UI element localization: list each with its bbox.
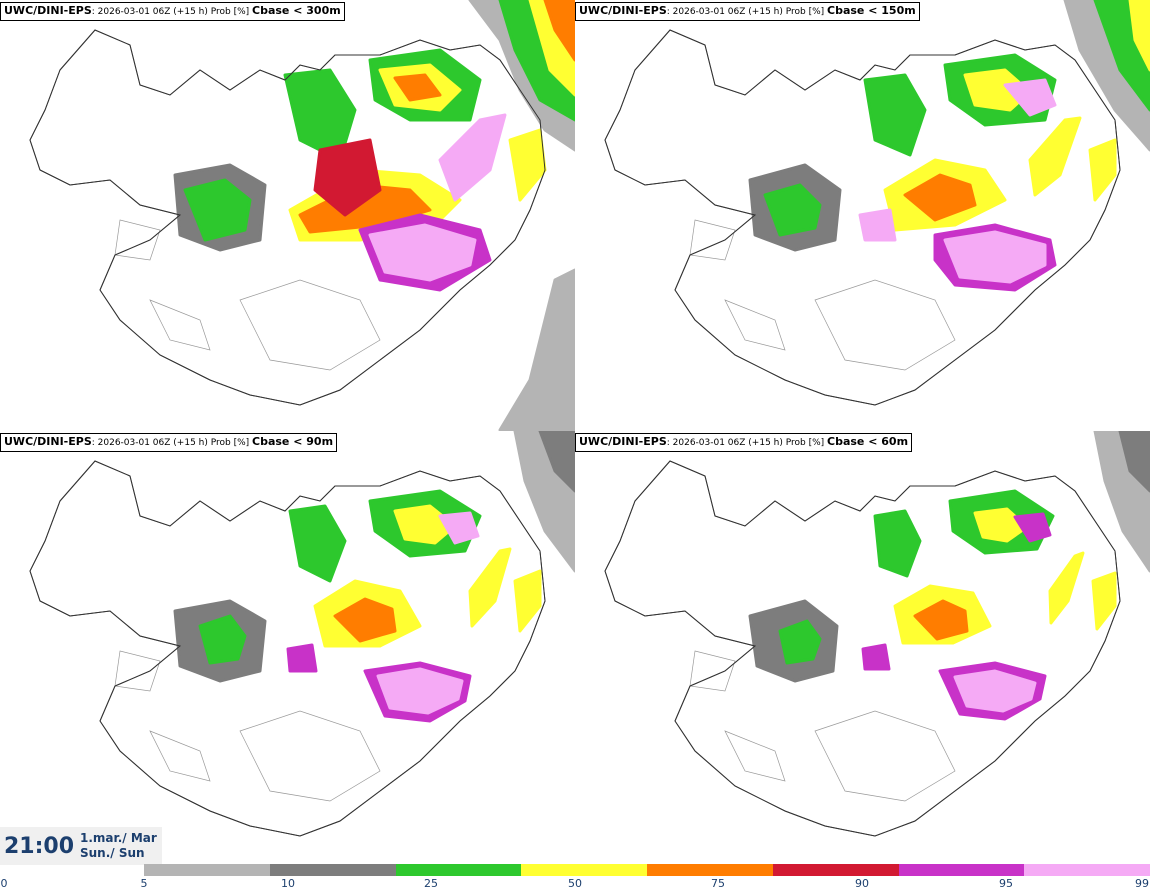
map-panel-cbase-150: UWC/DINI-EPS: 2026-03-01 06Z (+15 h) Pro… xyxy=(575,0,1150,431)
probability-area xyxy=(288,504,347,583)
map-panel-cbase-90: UWC/DINI-EPS: 2026-03-01 06Z (+15 h) Pro… xyxy=(0,431,575,862)
colorbar-tick-label: 5 xyxy=(140,877,148,890)
probability-area xyxy=(438,511,480,545)
variable-name: Cbase < 90m xyxy=(252,435,334,448)
probability-area xyxy=(368,223,477,282)
probability-area xyxy=(873,509,922,578)
variable-name: Cbase < 60m xyxy=(827,435,909,448)
model-name: UWC/DINI-EPS xyxy=(4,435,92,448)
probability-area xyxy=(1118,431,1150,493)
colorbar-tick-label: 75 xyxy=(711,877,725,890)
map-canvas xyxy=(29,431,575,837)
model-name: UWC/DINI-EPS xyxy=(579,435,667,448)
colorbar-tick-label: 95 xyxy=(999,877,1013,890)
probability-area xyxy=(1088,138,1117,202)
map-canvas xyxy=(604,431,1150,837)
run-info: : 2026-03-01 06Z (+15 h) Prob [%] xyxy=(666,7,828,17)
panel-title: UWC/DINI-EPS: 2026-03-01 06Z (+15 h) Pro… xyxy=(0,2,345,21)
panel-title: UWC/DINI-EPS: 2026-03-01 06Z (+15 h) Pro… xyxy=(0,433,338,452)
probability-area xyxy=(1128,0,1150,72)
coastline-overlay xyxy=(604,460,1121,837)
model-name: UWC/DINI-EPS xyxy=(4,4,92,17)
region-borders xyxy=(689,650,956,802)
probability-area xyxy=(286,643,318,673)
probability-area xyxy=(538,431,575,493)
map-panel-cbase-60: UWC/DINI-EPS: 2026-03-01 06Z (+15 h) Pro… xyxy=(575,431,1150,862)
valid-weekday: Sun./ Sun xyxy=(80,846,145,860)
probability-area xyxy=(863,73,927,157)
map-canvas xyxy=(29,0,575,431)
probability-area xyxy=(1091,571,1117,631)
probability-area xyxy=(763,183,822,237)
probability-area xyxy=(943,230,1047,284)
probability-area xyxy=(903,173,977,222)
probability-area xyxy=(198,614,247,665)
valid-time-box: 21:00 1.mar./ Mar Sun./ Sun xyxy=(0,827,162,865)
colorbar-segment xyxy=(1024,864,1150,876)
colorbar-tick-label: 90 xyxy=(855,877,869,890)
colorbar-tick-label: 50 xyxy=(568,877,582,890)
probability-area xyxy=(498,268,575,431)
probability-area xyxy=(438,113,507,202)
probability-area xyxy=(778,619,822,665)
run-info: : 2026-03-01 06Z (+15 h) Prob [%] xyxy=(666,438,828,448)
probability-area xyxy=(1003,78,1057,117)
map-panel-cbase-300: UWC/DINI-EPS: 2026-03-01 06Z (+15 h) Pro… xyxy=(0,0,575,431)
probability-colorbar xyxy=(144,864,1150,876)
probability-area xyxy=(393,73,442,102)
valid-time: 21:00 xyxy=(4,834,75,859)
region-borders xyxy=(689,219,956,371)
colorbar-segment xyxy=(898,864,1025,876)
coastline-overlay xyxy=(29,29,546,406)
variable-name: Cbase < 300m xyxy=(252,4,341,17)
region-borders xyxy=(114,219,381,371)
probability-area xyxy=(953,669,1037,713)
colorbar-segment xyxy=(647,864,773,876)
colorbar-segment xyxy=(521,864,647,876)
colorbar-tick-label: 25 xyxy=(424,877,438,890)
probability-area xyxy=(333,597,397,643)
probability-area xyxy=(468,547,512,628)
valid-date: 1.mar./ Mar xyxy=(80,831,157,845)
probability-area xyxy=(861,643,891,671)
probability-area xyxy=(543,0,575,62)
variable-name: Cbase < 150m xyxy=(827,4,916,17)
colorbar-segment xyxy=(269,864,396,876)
probability-area xyxy=(183,178,252,242)
colorbar-segment xyxy=(395,864,522,876)
probability-area xyxy=(1028,116,1082,197)
colorbar-tick-label: 10 xyxy=(281,877,295,890)
colorbar-segment xyxy=(144,864,270,876)
probability-area xyxy=(858,208,897,242)
run-info: : 2026-03-01 06Z (+15 h) Prob [%] xyxy=(91,438,253,448)
probability-area xyxy=(376,667,464,715)
coastline-overlay xyxy=(604,29,1121,406)
panel-title: UWC/DINI-EPS: 2026-03-01 06Z (+15 h) Pro… xyxy=(575,2,920,21)
coastline-overlay xyxy=(29,460,546,837)
probability-area xyxy=(283,68,357,162)
probability-area xyxy=(913,599,969,641)
probability-area xyxy=(313,138,382,217)
colorbar-tick-label: 99 xyxy=(1135,877,1149,890)
panel-title: UWC/DINI-EPS: 2026-03-01 06Z (+15 h) Pro… xyxy=(575,433,913,452)
probability-area xyxy=(513,569,542,633)
colorbar-segment xyxy=(772,864,899,876)
model-name: UWC/DINI-EPS xyxy=(579,4,667,17)
run-info: : 2026-03-01 06Z (+15 h) Prob [%] xyxy=(91,7,253,17)
map-canvas xyxy=(604,0,1150,406)
region-borders xyxy=(114,650,381,802)
probability-area xyxy=(1013,512,1052,543)
colorbar-tick-label: 0 xyxy=(0,877,8,890)
probability-area xyxy=(1048,551,1085,625)
